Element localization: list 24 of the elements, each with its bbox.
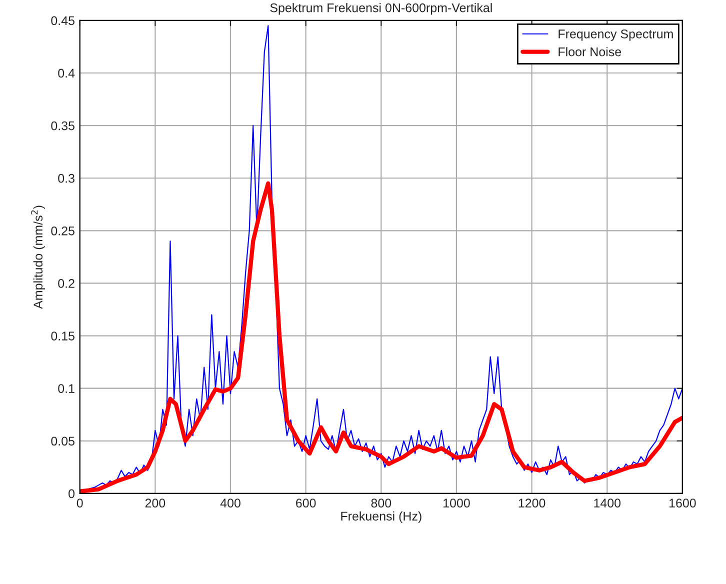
- x-tick-label: 1600: [669, 498, 696, 508]
- x-tick-label: 1200: [518, 498, 546, 508]
- y-tick-label: 0.45: [51, 16, 74, 26]
- x-tick-label: 800: [371, 498, 392, 508]
- x-axis-title: Frekuensi (Hz): [341, 511, 422, 524]
- y-tick-label: 0.4: [58, 68, 75, 78]
- y-tick-label: 0.35: [51, 121, 74, 130]
- legend-label: Frequency Spectrum: [558, 30, 673, 41]
- y-tick-label: 0.05: [51, 436, 74, 446]
- y-tick-label: 0.3: [58, 174, 74, 183]
- y-tick-label: 0.1: [58, 384, 74, 394]
- legend-label: Floor Noise: [558, 47, 622, 56]
- y-tick-label: 0.2: [58, 279, 74, 288]
- chart-title: Spektrum Frekuensi 0N-600rpm-Vertikal: [270, 3, 492, 15]
- x-tick-label: 600: [296, 498, 316, 508]
- y-tick-label: 0.25: [51, 226, 74, 236]
- x-tick-label: 1400: [594, 498, 621, 508]
- y-tick-label: 0.15: [51, 332, 74, 340]
- y-axis-title: Amplitudo (mm/s$^{2}$): [31, 206, 45, 309]
- x-tick-label: 400: [220, 498, 240, 508]
- x-tick-label: 1000: [444, 498, 470, 508]
- x-tick-label: 200: [145, 498, 166, 508]
- y-tick-label: 0: [68, 489, 75, 498]
- x-tick-label: 0: [76, 498, 83, 508]
